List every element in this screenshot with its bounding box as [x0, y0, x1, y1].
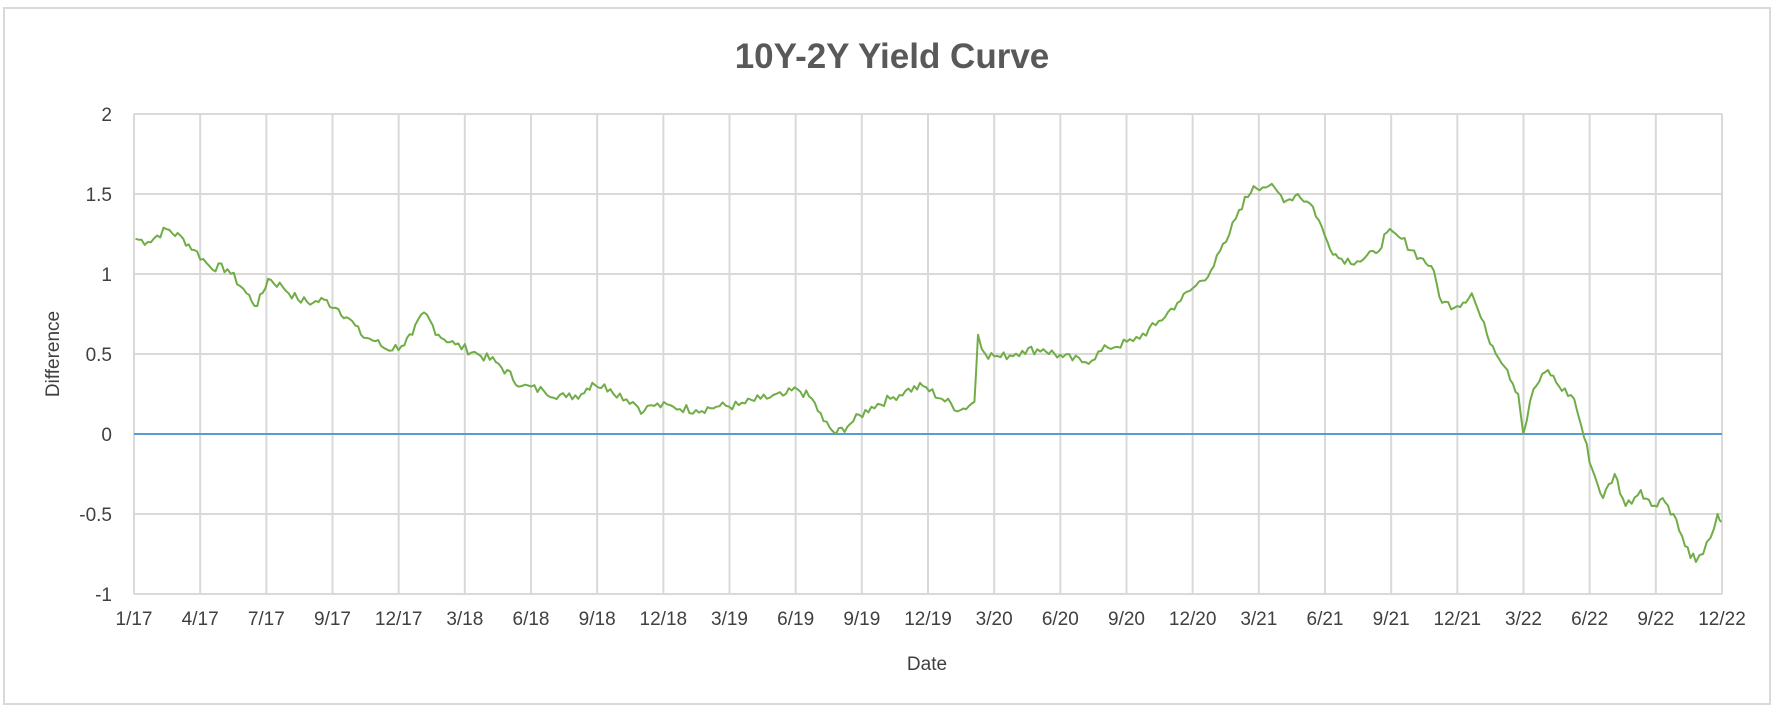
x-tick-label: 1/17	[116, 609, 153, 630]
y-tick-label: -1	[95, 585, 112, 606]
x-tick-label: 6/20	[1042, 609, 1079, 630]
x-tick-label: 6/21	[1307, 609, 1344, 630]
x-tick-label: 7/17	[248, 609, 285, 630]
x-tick-label: 12/21	[1434, 609, 1482, 630]
x-tick-label: 12/19	[904, 609, 952, 630]
x-axis-title: Date	[907, 654, 947, 675]
grid	[133, 113, 1723, 595]
y-tick-label: 1.5	[86, 185, 112, 206]
y-axis-title: Difference	[43, 311, 64, 397]
yield-spread-series-line	[135, 182, 1723, 563]
series-group	[134, 182, 1723, 563]
y-tick-label: 1	[101, 265, 112, 286]
y-tick-label: 2	[101, 105, 112, 126]
x-tick-label: 6/18	[513, 609, 550, 630]
x-tick-label: 6/19	[777, 609, 814, 630]
x-tick-label: 12/20	[1169, 609, 1217, 630]
x-tick-label: 9/20	[1108, 609, 1145, 630]
x-tick-label: 12/18	[640, 609, 688, 630]
x-tick-label: 9/22	[1637, 609, 1674, 630]
x-tick-label: 3/19	[711, 609, 748, 630]
x-tick-label: 9/21	[1373, 609, 1410, 630]
chart-title: 10Y-2Y Yield Curve	[735, 37, 1050, 76]
x-tick-label: 3/22	[1505, 609, 1542, 630]
x-tick-label: 9/19	[843, 609, 880, 630]
x-tick-label: 9/17	[314, 609, 351, 630]
x-tick-label: 3/20	[976, 609, 1013, 630]
x-tick-label: 12/22	[1698, 609, 1746, 630]
x-tick-label: 3/18	[446, 609, 483, 630]
x-tick-label: 3/21	[1240, 609, 1277, 630]
y-tick-label: -0.5	[79, 505, 112, 526]
x-tick-label: 9/18	[579, 609, 616, 630]
y-axis-ticks: 2 1.5 1 0.5 0 -0.5 -1	[79, 105, 112, 606]
y-tick-label: 0.5	[86, 345, 112, 366]
chart-area-border	[3, 7, 1771, 705]
y-tick-label: 0	[101, 425, 112, 446]
x-tick-label: 6/22	[1571, 609, 1608, 630]
x-axis-ticks: 1/17 4/17 7/17 9/17 12/17 3/18 6/18 9/18 12/18 3/…	[116, 609, 1746, 630]
x-tick-label: 12/17	[375, 609, 423, 630]
x-tick-label: 4/17	[182, 609, 219, 630]
